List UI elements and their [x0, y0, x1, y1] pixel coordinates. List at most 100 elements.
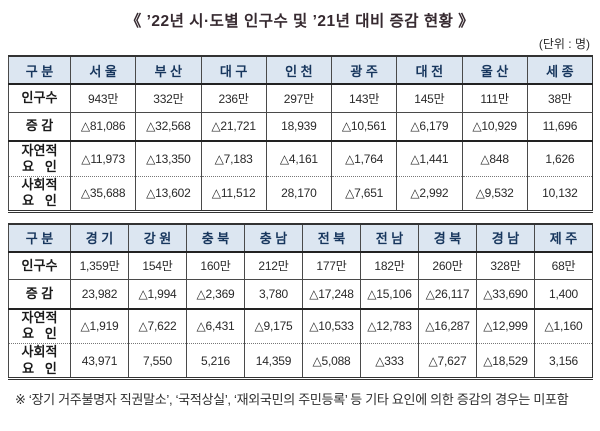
data-cell: 3,780 [244, 279, 303, 309]
table-row: 증 감 △81,086 △32,568 △21,721 18,939 △10,561 △6,… [8, 112, 593, 141]
data-cell: 143만 [330, 84, 397, 112]
data-cell: 10,132 [526, 176, 593, 211]
region-header-cell: 경 남 [476, 223, 535, 252]
region-header-cell: 경 기 [70, 223, 129, 252]
data-cell: 943만 [69, 84, 136, 112]
region-header-cell: 전 북 [302, 223, 361, 252]
data-cell: 23,982 [70, 279, 129, 309]
data-cell: 328만 [476, 251, 535, 280]
region-header-cell: 충 북 [186, 223, 245, 252]
data-cell: 145만 [396, 84, 462, 112]
corner-header-cell: 구 분 [8, 223, 71, 252]
region-header-cell: 제 주 [534, 223, 593, 252]
data-cell: △11,512 [200, 176, 267, 211]
row-label-cell: 증 감 [8, 279, 71, 309]
data-cell: △333 [360, 343, 419, 379]
data-cell: 154만 [128, 251, 187, 280]
row-label-cell: 증 감 [8, 112, 71, 141]
region-header-cell: 전 남 [360, 223, 419, 252]
data-cell: △2,992 [396, 176, 462, 211]
data-cell: △6,431 [186, 308, 245, 344]
data-cell: △15,106 [360, 279, 419, 309]
table-row: 사회적 요 인 △35,688 △13,602 △11,512 28,170 △7,651… [8, 176, 593, 211]
data-cell: △17,248 [302, 279, 361, 309]
data-cell: △7,651 [330, 176, 397, 211]
table-row: 자연적 요 인 △11,973 △13,350 △7,183 △4,161 △1,764 △… [8, 141, 593, 176]
data-cell: 160만 [186, 251, 245, 280]
data-cell: △81,086 [69, 112, 136, 141]
region-header-cell: 세 종 [526, 56, 593, 84]
region-header-cell: 대 구 [200, 56, 267, 84]
row-label-cell: 자연적 요 인 [8, 141, 71, 176]
row-label-cell: 사회적 요 인 [8, 343, 71, 379]
data-cell: △848 [461, 141, 528, 176]
data-cell: 28,170 [265, 176, 332, 211]
data-cell: 11,696 [526, 112, 593, 141]
region-header-cell: 대 전 [396, 56, 462, 84]
data-cell: △2,369 [186, 279, 245, 309]
data-cell: △1,160 [534, 308, 593, 344]
data-cell: △32,568 [135, 112, 201, 141]
data-cell: 182만 [360, 251, 419, 280]
data-cell: △6,179 [396, 112, 462, 141]
region-header-cell: 충 남 [244, 223, 303, 252]
data-cell: △9,532 [461, 176, 528, 211]
data-cell: △21,721 [200, 112, 267, 141]
data-cell: △33,690 [476, 279, 535, 309]
data-cell: 177만 [302, 251, 361, 280]
data-cell: △12,999 [476, 308, 535, 344]
region-header-cell: 서 울 [69, 56, 136, 84]
data-cell: △7,622 [128, 308, 187, 344]
data-cell: 260만 [418, 251, 477, 280]
region-header-cell: 강 원 [128, 223, 187, 252]
region-header-cell: 인 천 [265, 56, 332, 84]
data-cell: 1,626 [526, 141, 593, 176]
data-cell: △10,561 [330, 112, 397, 141]
data-cell: 14,359 [244, 343, 303, 379]
row-label-cell: 인구수 [8, 251, 71, 280]
data-cell: △1,764 [330, 141, 397, 176]
data-cell: △1,994 [128, 279, 187, 309]
data-cell: △5,088 [302, 343, 361, 379]
data-cell: 3,156 [534, 343, 593, 379]
region-header-cell: 울 산 [461, 56, 528, 84]
data-cell: 5,216 [186, 343, 245, 379]
data-cell: △26,117 [418, 279, 477, 309]
data-cell: △4,161 [265, 141, 332, 176]
data-cell: 38만 [526, 84, 593, 112]
table-row: 자연적 요 인 △1,919 △7,622 △6,431 △9,175 △10,533 △1… [8, 308, 593, 344]
data-cell: △18,529 [476, 343, 535, 379]
page-title: 《 ’22년 시·도별 인구수 및 ’21년 대비 증감 현황 》 [125, 13, 475, 30]
data-cell: 18,939 [265, 112, 332, 141]
data-cell: △10,929 [461, 112, 528, 141]
table-row: 인구수 1,359만 154만 160만 212만 177만 182만 260만 328만 68만 [8, 251, 593, 280]
data-cell: 7,550 [128, 343, 187, 379]
row-label-cell: 자연적 요 인 [8, 308, 71, 344]
data-cell: △13,602 [135, 176, 201, 211]
data-cell: 212만 [244, 251, 303, 280]
data-cell: 68만 [534, 251, 593, 280]
data-cell: 43,971 [70, 343, 129, 379]
data-cell: △11,973 [69, 141, 136, 176]
data-cell: △35,688 [69, 176, 136, 211]
data-cell: 1,359만 [70, 251, 129, 280]
data-cell: 1,400 [534, 279, 593, 309]
region-header-cell: 경 북 [418, 223, 477, 252]
data-cell: △9,175 [244, 308, 303, 344]
table-row: 증 감 23,982 △1,994 △2,369 3,780 △17,248 △15,106… [8, 279, 593, 309]
table-row: 인구수 943만 332만 236만 297만 143만 145만 111만 38만 [8, 84, 593, 112]
footnote: ※ ‘장기 거주불명자 직권말소’, ‘국적상실’, ‘재외국민의 주민등록’ … [15, 392, 569, 407]
data-cell: 236만 [200, 84, 267, 112]
data-cell: △13,350 [135, 141, 201, 176]
data-cell: △1,919 [70, 308, 129, 344]
data-cell: 297만 [265, 84, 332, 112]
data-cell: △7,183 [200, 141, 267, 176]
data-cell: △16,287 [418, 308, 477, 344]
data-cell: △10,533 [302, 308, 361, 344]
row-label-cell: 사회적 요 인 [8, 176, 71, 211]
data-cell: △1,441 [396, 141, 462, 176]
data-cell: 332만 [135, 84, 201, 112]
